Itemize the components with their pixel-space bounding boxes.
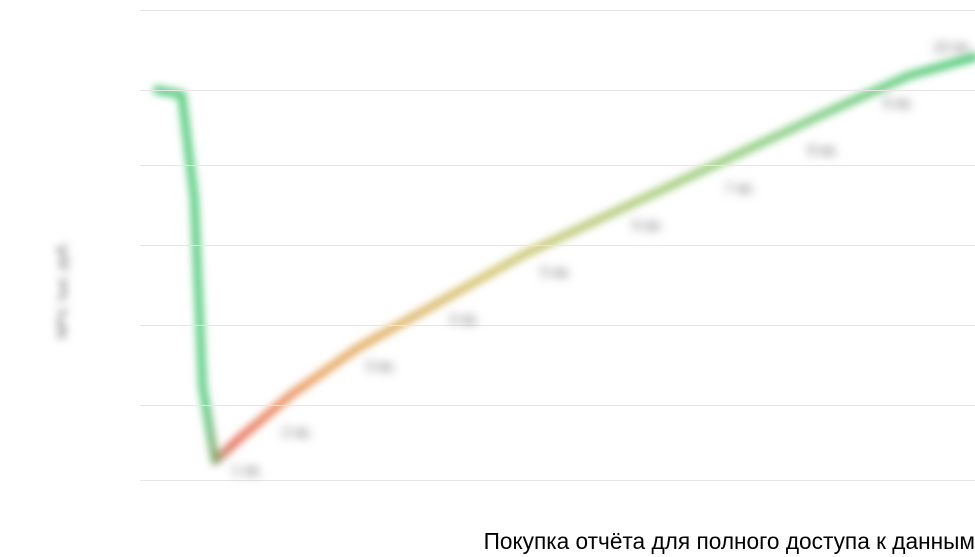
gridline [140, 90, 975, 91]
data-point-label: 4 кв. [449, 312, 480, 328]
data-point-label: 5 кв. [541, 265, 572, 281]
data-point-label: 2 кв. [282, 425, 313, 441]
npv-series-line [157, 57, 975, 461]
data-point-label: 1 кв. [232, 463, 263, 479]
gridline [140, 10, 975, 11]
npv-chart: 1 кв. 2 кв. 3 кв. 4 кв. 5 кв. 6 кв. 7 кв. 8 кв.… [0, 0, 975, 557]
gridline [140, 405, 975, 406]
gridline [140, 325, 975, 326]
data-point-label: 9 кв. [883, 96, 914, 112]
gridline [140, 165, 975, 166]
data-point-label: 8 кв. [808, 143, 839, 159]
purchase-caption: Покупка отчёта для полного доступа к дан… [484, 528, 975, 555]
gridline [140, 245, 975, 246]
data-point-label: 6 кв. [633, 218, 664, 234]
y-axis-label: NPV, тыс. руб. [55, 241, 71, 339]
data-point-label: 7 кв. [725, 181, 756, 197]
data-point-label: 3 кв. [365, 359, 396, 375]
plot-area: 1 кв. 2 кв. 3 кв. 4 кв. 5 кв. 6 кв. 7 кв. 8 кв.… [140, 10, 975, 480]
data-point-label: 10 кв. [933, 40, 972, 56]
gridline [140, 480, 975, 481]
